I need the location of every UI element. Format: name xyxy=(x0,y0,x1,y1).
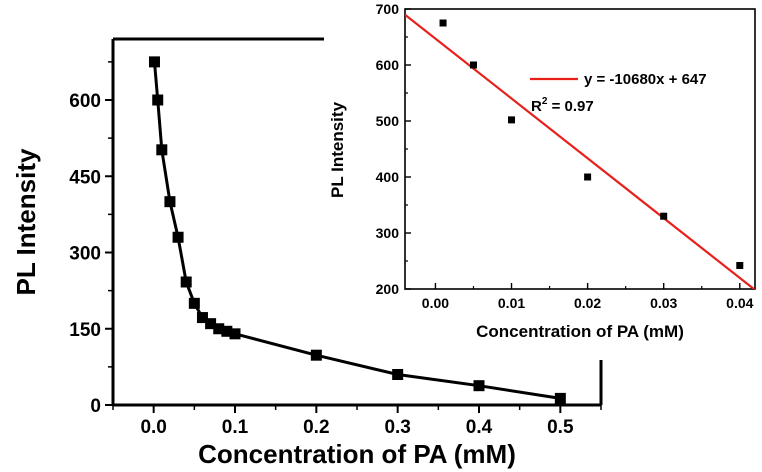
main-x-tick-label: 0.4 xyxy=(466,417,493,438)
main-data-point xyxy=(229,328,241,340)
inset-y-tick-label: 300 xyxy=(376,225,400,241)
inset-y-tick-label: 700 xyxy=(376,1,400,17)
inset-legend: y = -10680x + 647 R2 = 0.97 xyxy=(530,71,707,115)
main-y-tick-label: 150 xyxy=(69,320,101,341)
inset-x-tick-label: 0.03 xyxy=(650,295,677,311)
main-data-point xyxy=(180,276,192,288)
main-data-point xyxy=(188,297,200,309)
main-y-tick-label: 300 xyxy=(69,244,101,265)
inset-y-tick-label: 400 xyxy=(376,169,400,185)
main-x-tick-label: 0.1 xyxy=(222,417,249,438)
main-y-tick-label: 600 xyxy=(69,91,101,112)
inset-x-tick-label: 0.04 xyxy=(726,295,753,311)
inset-data-point xyxy=(660,212,668,220)
main-x-tick-label: 0.2 xyxy=(303,417,329,438)
main-y-tick-label: 450 xyxy=(69,167,101,188)
r2-superscript: 2 xyxy=(542,96,548,107)
inset-series xyxy=(439,19,744,269)
inset-y-tick-label: 200 xyxy=(376,281,400,297)
legend-r2-label: R2 = 0.97 xyxy=(531,96,594,115)
main-y-tick-label: 0 xyxy=(90,396,101,417)
main-data-point xyxy=(392,369,404,380)
main-data-point xyxy=(172,231,184,243)
main-data-point xyxy=(152,94,164,106)
main-data-point xyxy=(213,323,225,335)
inset-plot-area xyxy=(404,8,756,290)
main-data-point xyxy=(554,392,566,404)
main-x-axis-title: Concentration of PA (mM) xyxy=(198,439,516,469)
inset-x-tick-label: 0.01 xyxy=(498,295,525,311)
main-data-point xyxy=(156,144,168,156)
main-x-tick-label: 0.3 xyxy=(384,417,410,438)
inset-y-tick-label: 500 xyxy=(376,113,400,129)
main-data-point xyxy=(164,196,176,208)
main-chart: 0.0 0.1 0.2 0.3 0.4 0.5 0 150 300 450 600 Concent… xyxy=(11,37,603,469)
inset-data-point xyxy=(736,261,744,269)
inset-chart: 0.00 0.01 0.02 0.03 0.04 200300400500600700 … xyxy=(328,1,756,341)
inset-y-axis-title: PL Intensity xyxy=(328,101,347,198)
legend-fit-label: y = -10680x + 647 xyxy=(584,71,707,88)
main-data-point xyxy=(473,380,485,392)
inset-data-point xyxy=(439,19,447,27)
inset-fit-line xyxy=(405,13,755,289)
main-x-ticks: 0.0 0.1 0.2 0.3 0.4 0.5 xyxy=(112,405,602,438)
main-y-ticks: 0 150 300 450 600 xyxy=(69,61,113,417)
main-data-point xyxy=(221,325,233,337)
main-data-point xyxy=(148,56,160,68)
inset-x-tick-label: 0.02 xyxy=(574,295,601,311)
inset-x-axis-title: Concentration of PA (mM) xyxy=(476,322,684,341)
inset-data-point xyxy=(508,116,516,124)
main-x-tick-label: 0.0 xyxy=(140,417,166,438)
inset-x-ticks: 0.00 0.01 0.02 0.03 0.04 xyxy=(422,283,754,311)
inset-y-tick-label: 600 xyxy=(376,57,400,73)
r2-value: = 0.97 xyxy=(547,98,593,115)
main-data-point xyxy=(205,318,217,330)
main-series xyxy=(148,56,566,404)
main-data-point xyxy=(310,349,322,361)
inset-y-ticks: 200 300 400 500 600 700 xyxy=(376,1,411,297)
main-data-point xyxy=(196,312,208,324)
main-x-tick-label: 0.5 xyxy=(547,417,574,438)
inset-data-point xyxy=(469,61,477,69)
inset-x-tick-label: 0.00 xyxy=(422,295,449,311)
main-y-axis-title: PL Intensity xyxy=(11,148,41,295)
inset-fit-group xyxy=(405,13,755,289)
inset-data-point xyxy=(584,173,592,181)
r2-R: R xyxy=(531,98,542,115)
